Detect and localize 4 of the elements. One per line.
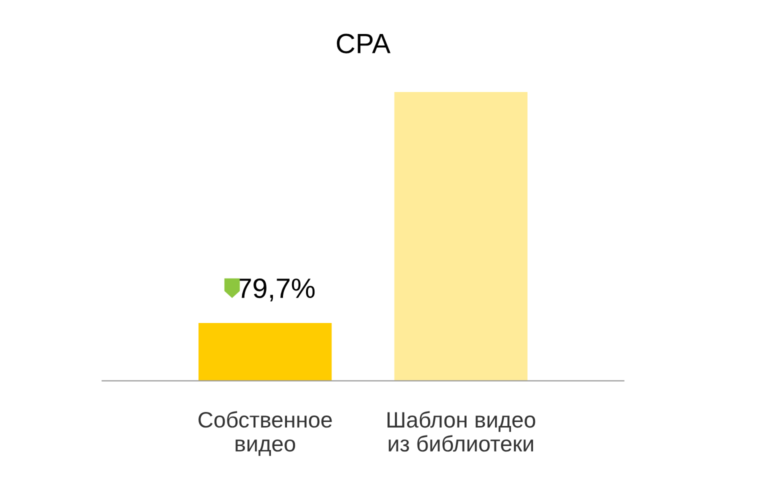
annotation: 79,7% xyxy=(238,278,315,302)
x-tick-label: Собственное видео xyxy=(198,411,332,456)
chart-title: CPA xyxy=(336,34,390,54)
x-tick-label: Шаблон видео из библиотеки xyxy=(388,411,536,452)
